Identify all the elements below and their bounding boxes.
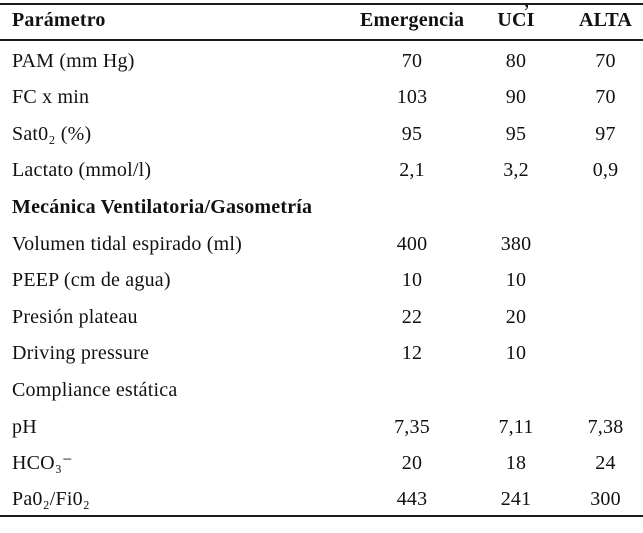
- cell-value: 20: [401, 452, 423, 475]
- cell-value: 70: [595, 49, 616, 72]
- table-row: Volumen tidal espirado (ml) 400 380: [0, 223, 643, 260]
- cropped-text-artifact: ,: [524, 0, 530, 13]
- cell-value: 380: [500, 232, 532, 255]
- cell-value: 241: [500, 487, 532, 510]
- table-row: Pa0₂/Fi0₂ 443 241 300: [0, 479, 643, 516]
- cell-value: 103: [396, 86, 428, 109]
- cell-value: 400: [396, 232, 428, 255]
- cell-value: 2,1: [399, 159, 425, 182]
- column-header-parametro: Parámetro: [0, 4, 360, 41]
- section-row: Mecánica Ventilatoria/Gasometría: [0, 186, 643, 223]
- cell-value: 7,38: [587, 415, 624, 438]
- row-label: Lactato (mmol/l): [12, 159, 152, 182]
- table-row: Presión plateau 22 20: [0, 296, 643, 333]
- cell-value: 95: [505, 122, 527, 145]
- cell-value: 7,35: [394, 415, 430, 438]
- cell-value: 18: [505, 452, 527, 475]
- cell-value: 3,2: [503, 159, 529, 182]
- cell-value: 20: [505, 305, 527, 328]
- table-row: PEEP (cm de agua) 10 10: [0, 260, 643, 297]
- cell-value: 90: [505, 86, 527, 109]
- cell-value: 10: [505, 269, 527, 292]
- row-label: FC x min: [12, 86, 90, 109]
- cell-value: [568, 296, 643, 333]
- table-row: HCO₃⁻ 20 18 24: [0, 443, 643, 480]
- cell-value: 70: [401, 49, 423, 72]
- column-header-emergencia: Emergencia: [360, 4, 464, 41]
- cell-value: 80: [505, 49, 527, 72]
- cell-value: [568, 369, 643, 406]
- row-label: Driving pressure: [12, 342, 150, 365]
- cell-value: [464, 369, 568, 406]
- cell-value: 22: [401, 305, 423, 328]
- row-label: Presión plateau: [12, 305, 138, 328]
- row-label: pH: [12, 415, 37, 438]
- column-header-uci: UCI: [464, 4, 568, 41]
- cell-value: 7,11: [498, 415, 534, 438]
- cell-value: 24: [595, 452, 616, 475]
- cell-value: 97: [595, 122, 616, 145]
- row-label: Sat0₂ (%): [12, 122, 92, 145]
- row-label: Volumen tidal espirado (ml): [12, 232, 242, 255]
- row-label: Mecánica Ventilatoria/Gasometría: [12, 195, 313, 218]
- table-row: Sat0₂ (%) 95 95 97: [0, 113, 643, 150]
- table-row: Compliance estática: [0, 369, 643, 406]
- table-body: PAM (mm Hg) 70 80 70 FC x min 103 90 70 Sat0₂ (%…: [0, 40, 643, 516]
- header-row: Parámetro Emergencia UCI ALTA: [0, 4, 643, 41]
- table-row: pH 7,35 7,11 7,38: [0, 406, 643, 443]
- row-label: PEEP (cm de agua): [12, 269, 171, 292]
- cell-value: 10: [505, 342, 527, 365]
- cell-value: 70: [595, 86, 616, 109]
- cell-value: [464, 186, 568, 223]
- row-label: HCO₃⁻: [12, 452, 73, 475]
- cell-value: [568, 333, 643, 370]
- cell-value: [568, 260, 643, 297]
- table-row: Lactato (mmol/l) 2,1 3,2 0,9: [0, 150, 643, 187]
- cell-value: [568, 186, 643, 223]
- cell-value: [360, 369, 464, 406]
- cell-value: [360, 186, 464, 223]
- cell-value: 10: [401, 269, 423, 292]
- cell-value: 12: [401, 342, 423, 365]
- row-label: Compliance estática: [12, 378, 178, 401]
- parameters-table: Parámetro Emergencia UCI ALTA PAM (mm Hg…: [0, 3, 643, 517]
- row-label: Pa0₂/Fi0₂: [12, 487, 90, 510]
- cell-value: 0,9: [592, 159, 619, 182]
- table-row: Driving pressure 12 10: [0, 333, 643, 370]
- cell-value: 95: [401, 122, 423, 145]
- cell-value: 300: [590, 487, 621, 510]
- column-header-alta: ALTA: [568, 4, 643, 41]
- table-row: FC x min 103 90 70: [0, 77, 643, 114]
- row-label: PAM (mm Hg): [12, 49, 135, 72]
- cell-value: [568, 223, 643, 260]
- cell-value: 443: [396, 487, 428, 510]
- table-row: PAM (mm Hg) 70 80 70: [0, 40, 643, 77]
